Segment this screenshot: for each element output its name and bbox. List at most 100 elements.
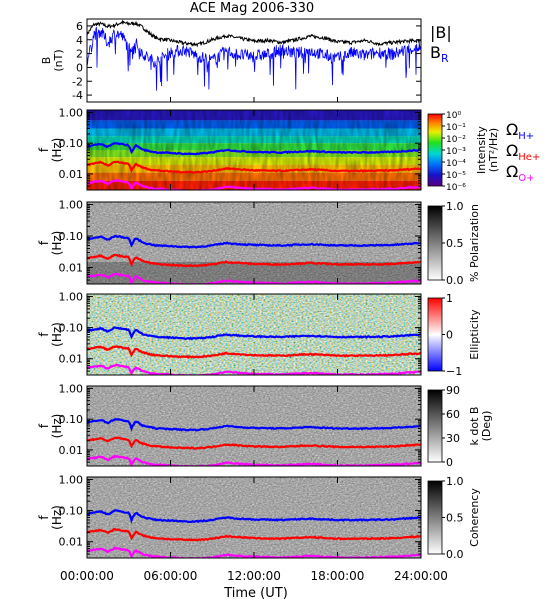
y-tick-label: 0.10: [59, 137, 84, 150]
y-tick-label: 1.00: [59, 106, 84, 119]
colorbar-label: k dot B: [468, 407, 481, 446]
gyrofrequency-line-he-plus: [87, 436, 421, 450]
colorbar-tick-label: 10⁻¹: [446, 123, 466, 133]
y-axis-unit: (Hz): [50, 138, 64, 163]
colorbar: [427, 113, 443, 187]
figure-title: ACE Mag 2006-330: [190, 1, 314, 16]
x-tick-label: 18:00:00: [311, 569, 365, 583]
colorbar-tick-label: 90: [446, 384, 460, 397]
legend-b-radial-sub: R: [441, 52, 449, 65]
x-tick-label: 24:00:00: [394, 569, 448, 583]
x-axis-label: Time (UT): [223, 586, 288, 600]
colorbar-tick-label: 0.5: [446, 512, 464, 525]
y-axis-unit: (Hz): [50, 231, 64, 256]
y-tick-label: 0.10: [59, 413, 84, 426]
ellipticity-texture: [87, 294, 421, 375]
legend-gyro-h-plus: ΩH+: [506, 120, 534, 142]
colorbar-tick-label: 10⁻²: [446, 135, 466, 145]
colorbar-tick-label: 0: [446, 329, 453, 342]
gyrofrequency-line-he-plus: [87, 253, 421, 268]
legend-gyro-sub: He+: [518, 152, 540, 163]
y-tick-label: 1.00: [59, 382, 84, 395]
y-tick-label: 0: [76, 61, 83, 74]
gyrofrequency-line-he-plus: [87, 345, 421, 359]
spectrogram-image: [87, 477, 421, 558]
colorbar-label: Ellipticity: [468, 309, 481, 360]
y-tick-label: 6: [76, 20, 83, 33]
freq-y-label: f (Hz): [37, 231, 64, 256]
y-tick-label: 0.10: [59, 505, 84, 518]
freq-y-label: f (Hz): [37, 322, 64, 347]
freq-y-label: f (Hz): [37, 138, 64, 163]
gray-texture: [87, 477, 421, 558]
y-tick-label: 0.01: [59, 168, 84, 181]
y-tick-label: 0.01: [59, 353, 84, 366]
spectrogram-image: [87, 110, 421, 190]
gyrofrequency-line-he-plus: [87, 527, 421, 542]
x-tick-label: 06:00:00: [144, 569, 198, 583]
y-tick-label: 0.10: [59, 230, 84, 243]
legend-b-magnitude: |B|: [430, 23, 452, 42]
colorbar: [427, 205, 443, 281]
colorbar: [427, 297, 443, 372]
colorbar-unit: (Deg): [480, 411, 493, 442]
colorbar-label: % Polarization: [468, 204, 481, 282]
colorbar-unit: (nT²/Hz): [487, 128, 500, 172]
colorbar: [427, 389, 443, 463]
intensity-texture: [87, 110, 421, 190]
y-tick-label: -4: [72, 89, 83, 102]
spectrogram-panel-3: 1.00 0.10 0.01 f (Hz) 1 0 −1 Ellipticity: [37, 290, 481, 378]
colorbar-tick-label: 0: [446, 456, 453, 469]
legend-b-radial: BR: [430, 43, 449, 65]
colorbar-tick-label: 1: [446, 292, 453, 305]
y-axis-label: f: [37, 423, 51, 428]
y-tick-label: 1.00: [59, 290, 84, 303]
colorbar-tick-label: 60: [446, 408, 460, 421]
x-tick-label: 12:00:00: [227, 569, 281, 583]
y-tick-label: 0.01: [59, 262, 84, 275]
spectrogram-image: [87, 386, 421, 466]
x-tick-label: 00:00:00: [60, 569, 114, 583]
y-tick-label: 1.00: [59, 473, 84, 486]
gyrofrequency-line-h-plus: [87, 141, 421, 156]
freq-y-label: f (Hz): [37, 505, 64, 530]
series-line-b-radial: [86, 26, 422, 91]
gyrofrequency-line-he-plus: [87, 160, 421, 174]
y-tick-label: 2: [76, 48, 83, 61]
colorbar-tick-label: 30: [446, 432, 460, 445]
colorbar-label: Coherency: [468, 488, 481, 547]
colorbar-tick-label: 1.0: [446, 200, 464, 213]
legend-gyro-sub: O+: [518, 173, 534, 184]
colorbar-tick-label: 0.5: [446, 237, 464, 250]
legend-gyro-he-plus: ΩHe+: [506, 141, 540, 163]
gray-texture: [87, 386, 421, 466]
y-tick-label: 0.01: [59, 536, 84, 549]
colorbar-title: Coherency: [468, 488, 481, 547]
y-axis-unit: (Hz): [50, 414, 64, 439]
y-tick-label: 1.00: [59, 198, 84, 211]
b-y-label: B (nT): [40, 49, 65, 71]
y-axis-label: f: [37, 332, 51, 337]
gyrofrequency-line-h-plus: [87, 326, 421, 341]
y-axis-unit: (nT): [52, 49, 65, 71]
freq-y-label: f (Hz): [37, 414, 64, 439]
y-axis-label: B: [40, 57, 53, 65]
y-tick-label: 0.01: [59, 444, 84, 457]
colorbar-title: Intensity (nT²/Hz): [475, 126, 500, 174]
colorbar-title: k dot B (Deg): [468, 407, 493, 446]
spectrogram-panel-4: 1.00 0.10 0.01 f (Hz) 90 60 30 0 k dot B (Deg): [37, 382, 493, 469]
colorbar-tick-label: 10⁻⁶: [446, 183, 466, 193]
colorbar-title: Ellipticity: [468, 309, 481, 360]
spectrogram-panel-2: 1.00 0.10 0.01 f (Hz) 1.0 0.5 0.0 % Polarization: [37, 198, 481, 287]
spectrogram-image: [87, 294, 421, 375]
colorbar-tick-label: 1.0: [446, 475, 464, 488]
y-axis-unit: (Hz): [50, 322, 64, 347]
y-tick-label: 0.10: [59, 322, 84, 335]
legend-gyro-sub: H+: [518, 131, 534, 142]
gyrofrequency-line-h-plus: [87, 418, 421, 432]
colorbar-tick-label: −1: [446, 365, 462, 378]
y-tick-label: -2: [72, 75, 83, 88]
colorbar-tick-label: 10⁻³: [446, 147, 466, 157]
